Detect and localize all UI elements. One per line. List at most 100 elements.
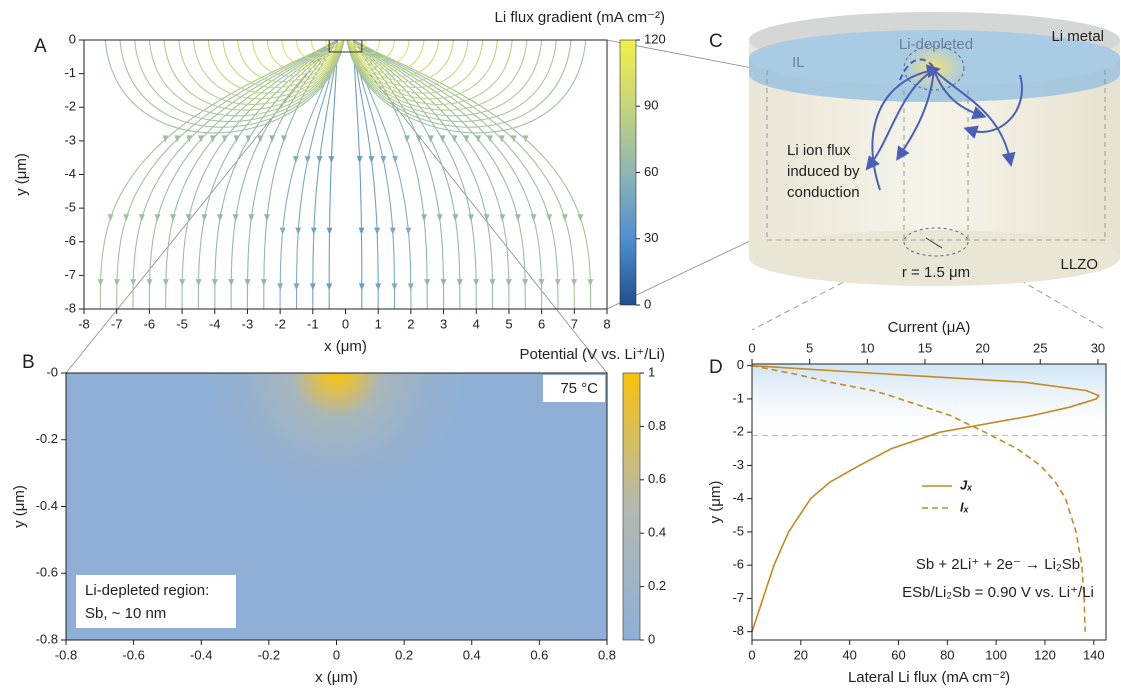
streamline — [207, 40, 345, 94]
x2-tick-label: 30 — [1091, 340, 1105, 355]
y-tick-label: -5 — [64, 200, 76, 215]
flow-arrow — [407, 283, 414, 291]
flow-arrow — [427, 135, 434, 143]
streamline — [353, 40, 363, 309]
flow-arrow — [473, 279, 480, 287]
streamline — [353, 40, 526, 309]
flow-arrow — [554, 279, 561, 287]
flow-arrow — [97, 279, 104, 287]
streamline — [165, 40, 338, 309]
flow-arrow — [197, 135, 204, 143]
x-tick-label: 80 — [940, 647, 954, 662]
flow-arrow — [451, 135, 458, 143]
flow-arrow — [170, 214, 177, 222]
flow-arrow — [228, 279, 235, 287]
streamlines — [97, 40, 594, 309]
series-line — [751, 364, 1100, 632]
flow-arrow — [561, 214, 568, 222]
y-tick-label: -0.8 — [36, 631, 58, 646]
y-tick-label: -7 — [64, 267, 76, 282]
flow-arrow — [279, 227, 286, 235]
panel-label: D — [709, 357, 723, 378]
flow-arrow — [174, 135, 181, 143]
x-tick-label: 20 — [794, 647, 808, 662]
flow-arrow — [489, 279, 496, 287]
streamline — [346, 40, 454, 83]
flow-arrow — [577, 214, 584, 222]
flow-arrow — [375, 283, 382, 291]
y-tick-label: -0.4 — [36, 498, 58, 513]
streamline — [148, 40, 338, 309]
streamline — [132, 40, 338, 309]
streamline — [178, 40, 345, 105]
colorbar-tick-label: 90 — [644, 98, 658, 113]
x2-tick-label: 25 — [1033, 340, 1047, 355]
flow-arrow — [232, 214, 239, 222]
diagram-label: conduction — [787, 184, 860, 201]
streamline — [353, 40, 379, 309]
flow-arrow — [421, 214, 428, 222]
streamline — [295, 40, 338, 309]
flow-arrow — [440, 279, 447, 287]
streamline — [230, 40, 338, 309]
x-tick-label: 0 — [333, 647, 340, 662]
streamline — [353, 40, 396, 309]
y-tick-label: -6 — [64, 233, 76, 248]
x-tick-label: 0.4 — [463, 647, 481, 662]
flow-arrow — [404, 135, 411, 143]
potential-hotspot — [186, 373, 487, 523]
colorbar-tick-label: 30 — [644, 230, 658, 245]
flow-arrow — [530, 214, 537, 222]
streamline — [346, 40, 425, 71]
legend-label: Iₓ — [960, 499, 970, 514]
flow-arrow — [280, 135, 287, 143]
x2-tick-label: 0 — [748, 340, 755, 355]
streamline — [346, 40, 513, 105]
flow-arrow — [380, 156, 387, 164]
flow-arrow — [499, 214, 506, 222]
streamline — [328, 40, 338, 309]
streamline — [353, 40, 494, 309]
streamline — [222, 40, 345, 88]
x-tick-label: 0.8 — [598, 647, 616, 662]
colorbar-tick-label: 0 — [648, 631, 655, 646]
x-axis-title: x (μm) — [324, 338, 367, 355]
flow-arrow — [463, 135, 470, 143]
x2-tick-label: 15 — [918, 340, 932, 355]
streamline — [346, 40, 410, 66]
y-axis-title: y (μm) — [707, 481, 724, 524]
colorbar-tick-label: 0.2 — [648, 578, 666, 593]
y-tick-label: -4 — [732, 490, 744, 505]
flow-arrow — [248, 214, 255, 222]
streamline — [214, 40, 338, 309]
colorbar-title: Li flux gradient (mA cm⁻²) — [495, 9, 665, 26]
flow-arrow — [510, 135, 517, 143]
streamline — [346, 40, 557, 123]
x-tick-label: -6 — [144, 316, 156, 331]
y-tick-label: -2 — [732, 424, 744, 439]
y-tick-label: -3 — [732, 457, 744, 472]
series-line — [751, 364, 1086, 632]
streamline — [346, 40, 366, 49]
diagram-label: r = 1.5 μm — [902, 264, 970, 281]
streamline — [353, 40, 412, 309]
y-tick-label: -2 — [64, 99, 76, 114]
flow-arrow — [260, 279, 267, 287]
flow-arrow — [233, 135, 240, 143]
y-tick-label: -5 — [732, 523, 744, 538]
flow-arrow — [522, 135, 529, 143]
diagram-label: Li-depleted — [899, 36, 973, 53]
flow-arrow — [309, 283, 316, 291]
y-tick-label: -3 — [64, 132, 76, 147]
annotation: Sb, ~ 10 nm — [85, 605, 166, 622]
y-tick-label: -8 — [64, 300, 76, 315]
x-tick-label: 100 — [985, 647, 1007, 662]
x-tick-label: -8 — [78, 316, 90, 331]
streamline — [346, 40, 396, 60]
flow-arrow — [316, 156, 323, 164]
x-tick-label: 5 — [505, 316, 512, 331]
flow-arrow — [328, 156, 335, 164]
diagram-label: Li ion flux — [787, 142, 851, 159]
streamline — [310, 40, 345, 54]
streamline — [346, 40, 587, 134]
